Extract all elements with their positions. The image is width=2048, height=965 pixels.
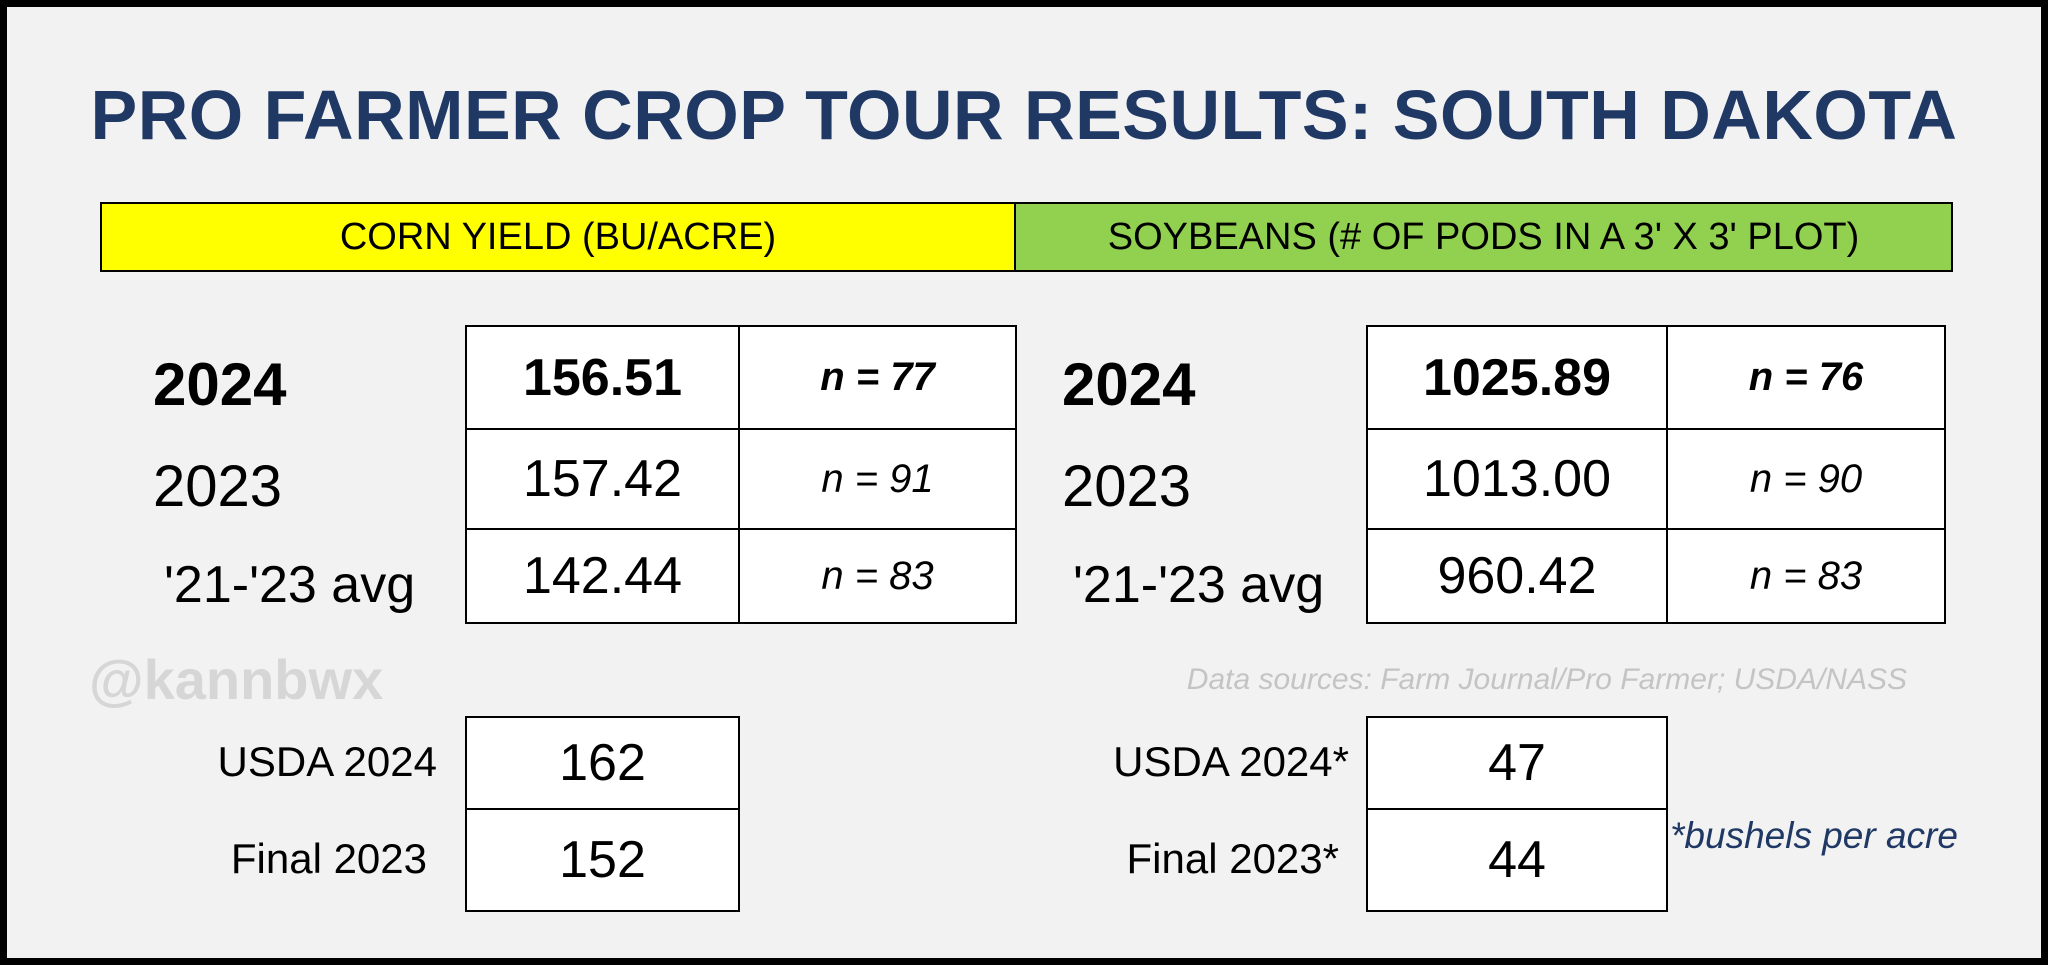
table-row: 1013.00 n = 90 [1366,428,1946,530]
corn-row-label-2024: 2024 [153,351,287,418]
soy-value-2024: 1025.89 [1366,325,1668,430]
corn-n-2023: n = 91 [738,428,1017,530]
corn-n-2024: n = 77 [738,325,1017,430]
corn-header: CORN YIELD (BU/ACRE) [100,202,1016,272]
corn-usda-table: 162 152 [465,716,740,912]
soy-value-avg: 960.42 [1366,528,1668,624]
soy-row-label-2024: 2024 [1062,351,1196,418]
soybeans-header: SOYBEANS (# OF PODS IN A 3' X 3' PLOT) [1016,202,1953,272]
soybeans-results-table: 1025.89 n = 76 1013.00 n = 90 960.42 n =… [1366,325,1946,624]
soy-usda-value-final: 44 [1366,808,1668,912]
soy-usda-label-2024: USDA 2024* [1113,738,1349,785]
corn-results-table: 156.51 n = 77 157.42 n = 91 142.44 n = 8… [465,325,1017,624]
footnote: *bushels per acre [1670,815,1958,856]
corn-n-avg: n = 83 [738,528,1017,624]
table-row: 960.42 n = 83 [1366,528,1946,624]
corn-row-label-avg: '21-'23 avg [164,556,416,614]
table-row: 156.51 n = 77 [465,325,1017,430]
table-row: 1025.89 n = 76 [1366,325,1946,430]
soybeans-usda-table: 47 44 [1366,716,1668,912]
soy-value-2023: 1013.00 [1366,428,1668,530]
corn-usda-value-2024: 162 [465,716,740,810]
corn-row-label-2023: 2023 [153,454,283,519]
table-row: 157.42 n = 91 [465,428,1017,530]
table-row: 142.44 n = 83 [465,528,1017,624]
corn-value-2023: 157.42 [465,428,740,530]
corn-usda-value-final: 152 [465,808,740,912]
soy-usda-value-2024: 47 [1366,716,1668,810]
data-sources: Data sources: Farm Journal/Pro Farmer; U… [1186,663,1907,696]
table-row: 152 [465,808,740,912]
corn-usda-label-2024: USDA 2024 [217,738,437,785]
corn-value-2024: 156.51 [465,325,740,430]
soy-n-avg: n = 83 [1666,528,1946,624]
corn-usda-label-final: Final 2023 [230,835,427,882]
soy-n-2024: n = 76 [1666,325,1946,430]
soy-row-label-2023: 2023 [1062,454,1192,519]
table-row: 44 [1366,808,1668,912]
page-title: PRO FARMER CROP TOUR RESULTS: SOUTH DAKO… [90,76,1958,154]
soy-n-2023: n = 90 [1666,428,1946,530]
soy-row-label-avg: '21-'23 avg [1073,556,1325,614]
soy-usda-label-final: Final 2023* [1126,835,1339,882]
table-row: 162 [465,716,740,810]
table-row: 47 [1366,716,1668,810]
watermark: @kannbwx [89,648,384,711]
corn-value-avg: 142.44 [465,528,740,624]
